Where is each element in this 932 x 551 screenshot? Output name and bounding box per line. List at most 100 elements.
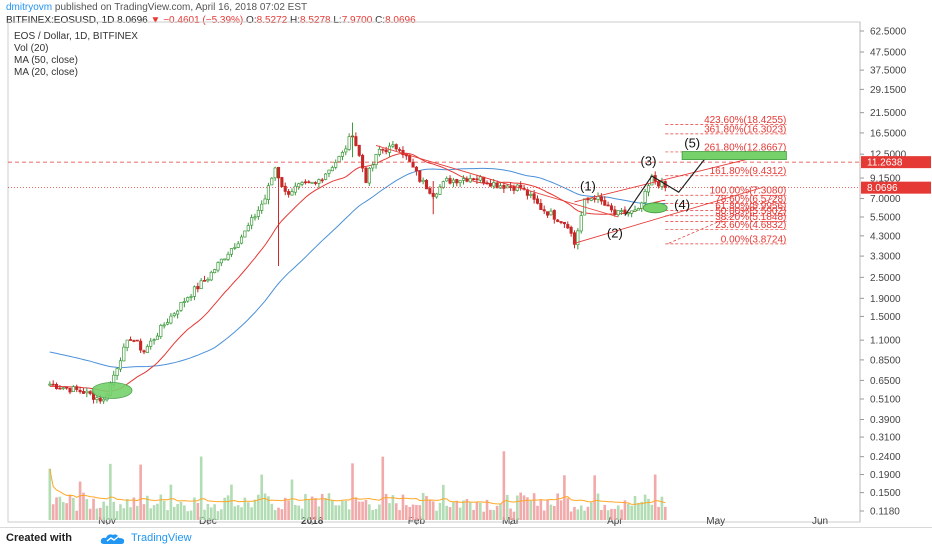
candle-body [246, 225, 250, 232]
volume-bar [233, 506, 237, 520]
candle-body [176, 310, 180, 315]
candle-body [192, 286, 196, 297]
high-label: H: [289, 15, 300, 26]
volume-bar [183, 505, 186, 520]
volume-bar [287, 500, 290, 520]
volume-bar [199, 456, 203, 520]
y-tick-label: 0.5100 [870, 394, 901, 405]
volume-bar [630, 505, 633, 520]
volume-bar [331, 500, 334, 520]
volume-bar [606, 510, 610, 520]
author-link[interactable]: dmitryovm [6, 2, 53, 13]
x-tick-label: Dec [199, 516, 217, 527]
volume-bar [378, 504, 381, 520]
volume-bar [341, 501, 344, 520]
volume-bar [320, 493, 324, 520]
published-text: published on TradingView.com, April 16, … [54, 2, 308, 13]
volume-bar [324, 498, 327, 520]
candle-body [438, 186, 442, 195]
volume-bar [273, 510, 277, 520]
candle-body [603, 200, 607, 206]
volume-bar [166, 510, 169, 520]
volume-bar [176, 504, 179, 520]
candle-body [411, 161, 415, 168]
volume-bar [398, 510, 401, 520]
candle-body [576, 230, 580, 246]
y-tick-label: 62.5000 [870, 27, 907, 38]
volume-bar [519, 492, 522, 520]
tradingview-brand[interactable]: TradingView [131, 532, 192, 544]
volume-bar [364, 500, 368, 520]
volume-bar [633, 496, 637, 520]
volume-bar [209, 507, 213, 520]
price-badge-label: 11.2638 [867, 158, 903, 169]
volume-bar [569, 511, 573, 520]
volume-bar [435, 510, 438, 520]
wave-label: (1) [580, 178, 596, 193]
candle-body [657, 181, 661, 187]
volume-bar [112, 501, 116, 520]
candle-body [61, 387, 65, 389]
volume-bar [489, 509, 492, 520]
ma20-line [49, 152, 666, 392]
volume-bar [586, 506, 590, 520]
y-tick-label: 0.1900 [870, 470, 901, 481]
fib-level-label: 423.60%(18.4255) [704, 115, 786, 126]
volume-bar [405, 505, 408, 520]
candle-body [337, 156, 341, 163]
volume-bar [421, 492, 425, 520]
candle-body [488, 183, 492, 187]
volume-bar [159, 494, 163, 520]
candle-body [340, 152, 344, 157]
candle-body [535, 198, 540, 204]
candle-body [485, 182, 489, 185]
low-value: 7.9700 [341, 15, 373, 26]
candle-body [145, 346, 149, 353]
volume-bar [522, 495, 526, 520]
volume-bar [553, 505, 556, 520]
volume-bar [495, 505, 499, 520]
candle-body [472, 178, 476, 181]
volume-bar [297, 505, 301, 520]
price-chart[interactable]: 62.5000 47.5000 37.5000 29.1500 21.5000 16.50… [0, 0, 932, 527]
volume-bar [479, 502, 482, 520]
candle-body [539, 202, 543, 210]
candle-body [219, 258, 223, 264]
candle-body [475, 178, 479, 181]
wave-label: (4) [674, 197, 690, 212]
candle-body [478, 176, 482, 181]
descending-trend-line [375, 145, 619, 218]
candle-body [371, 164, 375, 169]
highlight-ellipse [91, 382, 133, 399]
candle-body [424, 179, 429, 190]
y-tick-label: 12.5000 [870, 150, 907, 161]
y-tick-label: 0.1180 [870, 507, 900, 518]
volume-bar [344, 500, 348, 520]
candle-body [529, 194, 533, 196]
candle-body [482, 176, 486, 184]
volume-bar [72, 497, 75, 520]
candle-body [566, 224, 570, 229]
fib-level-label: 100.00%(7.3080) [710, 186, 787, 197]
volume-bar [381, 456, 385, 520]
candle-body [179, 301, 183, 311]
candle-body [330, 167, 334, 172]
candle-body [421, 179, 425, 183]
y-tick-label: 21.5000 [870, 108, 907, 119]
volume-bar [384, 493, 388, 520]
candle-body [253, 216, 257, 219]
volume-bar [573, 507, 576, 520]
x-tick-label: Nov [98, 516, 116, 527]
volume-bar [388, 503, 391, 520]
candle-body [347, 136, 351, 150]
volume-bar [277, 507, 280, 520]
candle-body [142, 350, 146, 353]
volume-bar [98, 507, 102, 520]
candle-body [162, 324, 166, 327]
candle-body [498, 185, 503, 189]
candle-body [270, 177, 274, 186]
volume-bar [653, 474, 657, 520]
candle-body [165, 322, 170, 325]
y-tick-label: 3.3000 [870, 252, 901, 263]
candle-body [159, 324, 163, 337]
